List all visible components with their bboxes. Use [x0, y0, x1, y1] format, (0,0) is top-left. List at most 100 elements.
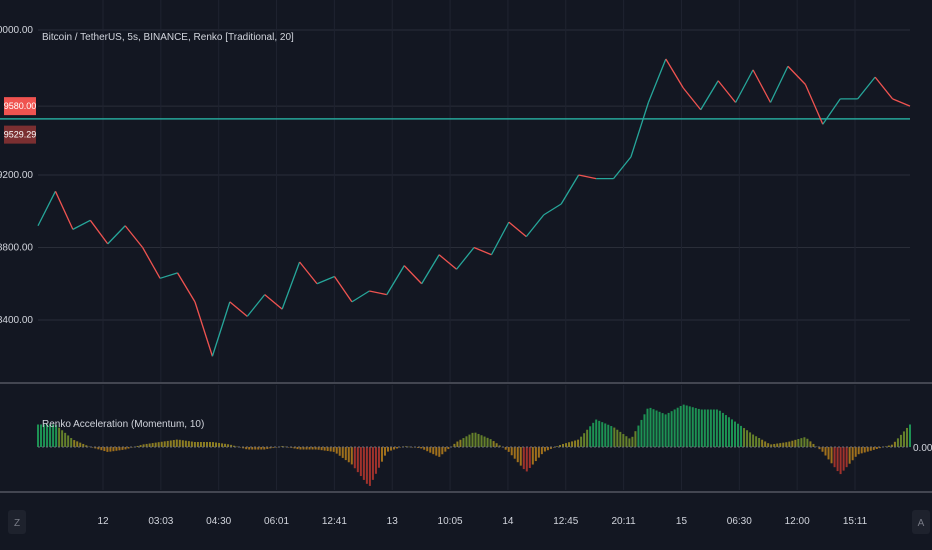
histogram-bar: [628, 438, 631, 447]
histogram-bar: [124, 447, 127, 450]
histogram-bar: [82, 443, 85, 447]
histogram-bar: [49, 424, 52, 447]
histogram-bar: [332, 447, 335, 452]
histogram-bar: [181, 440, 184, 447]
histogram-bar: [202, 442, 205, 447]
price-tick-label: 8800.00: [0, 243, 33, 254]
histogram-bar: [776, 443, 779, 447]
histogram-bar: [682, 404, 685, 447]
histogram-bar: [79, 442, 82, 447]
histogram-bar: [94, 447, 97, 449]
histogram-bar: [184, 440, 187, 447]
histogram-bar: [851, 447, 854, 461]
histogram-bar: [420, 447, 423, 449]
renko-segment: [787, 65, 806, 85]
histogram-bar: [73, 440, 76, 447]
renko-segment: [804, 84, 824, 125]
histogram-bar: [224, 443, 227, 447]
histogram-bar: [76, 441, 79, 447]
renko-segment: [822, 98, 841, 125]
time-tick-label: 06:01: [264, 516, 289, 527]
histogram-bar: [91, 447, 94, 448]
histogram-bar: [495, 443, 498, 447]
time-tick-label: 15: [676, 516, 688, 527]
histogram-bar: [531, 447, 534, 465]
histogram-bar: [740, 425, 743, 447]
acceleration-histogram: [37, 404, 911, 486]
histogram-bar: [205, 442, 208, 447]
histogram-bar: [507, 447, 510, 452]
histogram-bar: [221, 443, 224, 447]
histogram-bar: [58, 427, 61, 447]
histogram-bar: [688, 406, 691, 447]
histogram-bar: [706, 409, 709, 447]
histogram-bar: [317, 447, 320, 450]
histogram-bar: [106, 447, 109, 452]
histogram-bar: [625, 436, 628, 447]
time-tick-label: 14: [502, 516, 514, 527]
renko-segment: [176, 272, 196, 303]
histogram-bar: [347, 447, 350, 463]
histogram-bar: [190, 441, 193, 447]
histogram-bar: [151, 443, 154, 447]
histogram-bar: [196, 442, 199, 447]
histogram-bar: [302, 447, 305, 450]
histogram-bar: [791, 440, 794, 447]
histogram-bar: [411, 447, 414, 448]
renko-segment: [578, 174, 597, 180]
histogram-bar: [909, 424, 911, 447]
histogram-bar: [525, 447, 528, 472]
histogram-bar: [519, 447, 522, 466]
histogram-bar: [254, 447, 257, 450]
histogram-bar: [218, 442, 221, 447]
renko-segment: [665, 58, 684, 89]
renko-segment: [543, 203, 562, 216]
renko-segment: [438, 254, 457, 270]
renko-segment: [892, 98, 911, 107]
histogram-bar: [896, 438, 899, 447]
time-tick-label: 12:41: [322, 516, 347, 527]
histogram-bar: [383, 447, 386, 456]
histogram-bar: [139, 445, 142, 447]
histogram-bar: [679, 405, 682, 447]
histogram-bar: [558, 445, 561, 447]
histogram-bar: [311, 447, 314, 450]
histogram-bar: [830, 447, 833, 464]
time-axis: 12 03:03 04:30 06:01 12:41 13 10:05 14 12:45 20:1…: [97, 516, 867, 527]
renko-segment: [107, 225, 126, 245]
histogram-bar: [40, 424, 43, 447]
histogram-bar: [568, 442, 571, 447]
cursor-price-badge: [4, 125, 36, 144]
histogram-bar: [610, 426, 613, 447]
histogram-bar: [365, 447, 368, 484]
histogram-bar: [730, 419, 733, 447]
histogram-bar: [685, 405, 688, 447]
histogram-bar: [169, 440, 172, 447]
histogram-bar: [272, 447, 275, 448]
renko-segment: [700, 80, 719, 111]
time-tick-label: 12:00: [785, 516, 810, 527]
histogram-bar: [655, 410, 658, 447]
histogram-bar: [697, 408, 700, 447]
renko-segment: [456, 247, 475, 270]
time-tick-label: 10:05: [438, 516, 463, 527]
renko-segment: [874, 76, 894, 100]
histogram-bar: [646, 408, 649, 447]
histogram-bar: [543, 447, 546, 452]
renko-segment: [752, 69, 772, 103]
histogram-bar: [368, 447, 371, 486]
histogram-bar: [323, 447, 326, 451]
histogram-bar: [583, 433, 586, 447]
histogram-bar: [670, 411, 673, 447]
histogram-bar: [718, 410, 721, 447]
right-axis-button[interactable]: [912, 510, 930, 534]
histogram-bar: [266, 447, 269, 449]
histogram-bar: [396, 447, 399, 449]
histogram-bar: [118, 447, 121, 451]
histogram-bar: [387, 447, 390, 452]
left-axis-button[interactable]: [8, 510, 26, 534]
histogram-bar: [157, 442, 160, 447]
histogram-bar: [371, 447, 374, 480]
